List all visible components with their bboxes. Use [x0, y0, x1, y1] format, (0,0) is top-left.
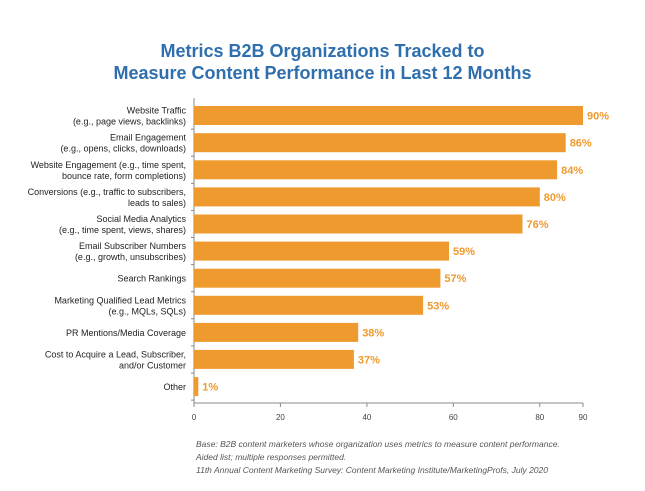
chart-title: Metrics B2B Organizations Tracked to Mea…: [0, 40, 645, 84]
bar: [194, 349, 354, 369]
bar: [194, 214, 523, 234]
category-label: Website Engagement (e.g., time spent,: [31, 160, 186, 170]
category-label: Website Traffic: [127, 106, 187, 116]
footnote: Base: B2B content marketers whose organi…: [196, 438, 560, 477]
category-label: and/or Customer: [119, 360, 186, 370]
data-label: 84%: [561, 165, 583, 177]
x-tick-label: 0: [192, 413, 197, 422]
data-label: 38%: [362, 327, 384, 339]
chart-title-line-1: Metrics B2B Organizations Tracked to: [160, 41, 485, 61]
category-label: (e.g., MQLs, SQLs): [108, 306, 186, 316]
bar: [194, 106, 583, 125]
bar: [194, 241, 449, 261]
data-label: 53%: [427, 300, 449, 312]
footnote-line-3: 11th Annual Content Marketing Survey: Co…: [196, 465, 548, 475]
category-label: PR Mentions/Media Coverage: [66, 328, 186, 338]
data-label: 59%: [453, 246, 475, 258]
category-label: Email Subscriber Numbers: [79, 241, 187, 251]
category-label: Marketing Qualified Lead Metrics: [54, 295, 186, 305]
x-tick-label: 40: [362, 413, 371, 422]
category-label: Social Media Analytics: [96, 214, 186, 224]
data-label: 57%: [444, 273, 466, 285]
x-tick-label: 80: [535, 413, 544, 422]
bar: [194, 160, 558, 180]
bar: [194, 322, 359, 342]
data-label: 37%: [358, 354, 380, 366]
x-tick-label: 60: [449, 413, 458, 422]
data-label: 90%: [587, 111, 609, 123]
chart-title-line-2: Measure Content Performance in Last 12 M…: [113, 63, 532, 83]
category-label: (e.g., growth, unsubscribes): [75, 252, 186, 262]
footnote-line-2: Aided list; multiple responses permitted…: [196, 452, 347, 462]
category-label: bounce rate, form completions): [62, 171, 186, 181]
footnote-line-1: Base: B2B content marketers whose organi…: [196, 439, 560, 449]
bar: [194, 268, 441, 288]
category-label: leads to sales): [128, 198, 186, 208]
category-label: Other: [163, 382, 186, 392]
category-label: Cost to Acquire a Lead, Subscriber,: [45, 349, 186, 359]
category-label: Conversions (e.g., traffic to subscriber…: [28, 187, 186, 197]
bar: [194, 133, 566, 153]
category-label: (e.g., page views, backlinks): [73, 117, 186, 127]
category-label: (e.g., opens, clicks, downloads): [60, 144, 186, 154]
data-label: 76%: [527, 219, 549, 231]
bar: [194, 377, 199, 397]
x-tick-label: 20: [276, 413, 285, 422]
data-label: 80%: [544, 192, 566, 204]
x-tick-label: 90: [579, 413, 588, 422]
bar: [194, 295, 424, 315]
category-label: Search Rankings: [117, 274, 186, 284]
bar: [194, 187, 540, 207]
data-label: 1%: [202, 382, 218, 394]
category-label: (e.g., time spent, views, shares): [59, 225, 186, 235]
category-label: Email Engagement: [110, 133, 187, 143]
data-label: 86%: [570, 138, 592, 150]
